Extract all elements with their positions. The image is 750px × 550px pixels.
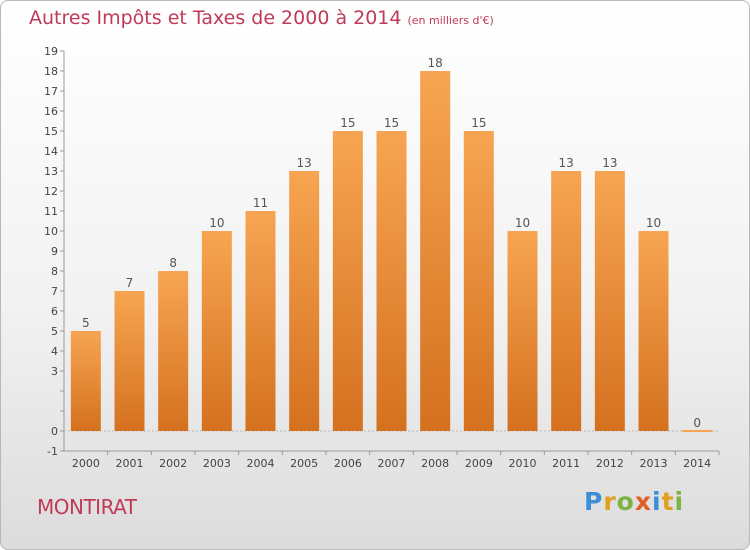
bar [551,171,582,431]
proxiti-logo[interactable]: Proxiti [584,487,684,516]
data-label: 13 [602,156,617,170]
value-labels: 5 7 8 10 11 13 15 15 18 15 10 13 13 10 0 [82,56,701,430]
y-tick-label: 19 [44,45,58,58]
x-tick-label: 2012 [596,457,624,470]
x-tick-label: 2004 [247,457,275,470]
x-tick-label: 2006 [334,457,362,470]
y-tick-label: 16 [44,105,58,118]
chart-title: Autres Impôts et Taxes de 2000 à 2014 (en… [29,7,494,29]
logo-letter: r [603,487,617,516]
bar [332,131,363,431]
bar [158,271,189,431]
y-tick-label: 0 [51,425,58,438]
bars [70,71,713,432]
x-tick-label: 2014 [683,457,711,470]
data-label: 15 [384,116,399,130]
logo-letter: i [674,487,685,516]
y-tick-label: 4 [51,345,58,358]
bar [289,171,320,431]
x-tick-label: 2002 [159,457,187,470]
x-tick-label: 2008 [421,457,449,470]
y-tick-label: 10 [44,225,58,238]
y-tick-label: 14 [44,145,58,158]
y-tick-label: 18 [44,65,58,78]
chart-title-text: Autres Impôts et Taxes de 2000 à 2014 [29,7,402,29]
x-tick-label: 2010 [509,457,537,470]
bar [463,131,494,431]
logo-letter: x [634,487,652,516]
y-tick-label: 9 [51,245,58,258]
bar [201,231,232,431]
x-tick-label: 2000 [72,457,100,470]
x-tick-label: 2011 [552,457,580,470]
place-name: MONTIRAT [37,495,137,519]
y-tick-label: 12 [44,185,58,198]
bar [245,211,276,431]
data-label: 0 [693,416,701,430]
data-label: 15 [471,116,486,130]
chart-subtitle: (en milliers d'€) [407,14,494,27]
data-label: 13 [297,156,312,170]
y-tick-label: 11 [44,205,58,218]
x-tick-label: 2005 [290,457,318,470]
data-label: 15 [340,116,355,130]
logo-letter: i [652,487,662,516]
data-label: 7 [126,276,134,290]
y-tick-label: 17 [44,85,58,98]
y-tick-label: 15 [44,125,58,138]
data-label: 5 [82,316,90,330]
bar [420,71,451,431]
bar [507,231,538,431]
bar [376,131,407,431]
bar [594,171,625,431]
data-label: 18 [428,56,443,70]
data-label: 8 [169,256,177,270]
logo-letter: o [616,487,635,516]
y-tick-label: 8 [51,265,58,278]
bar [114,291,145,431]
axes: -1 0 3 4 5 6 7 8 9 10 11 12 13 14 15 16 17 18 19 2000 2001 20… [44,45,720,470]
y-tick-label: 3 [51,365,58,378]
y-tick-label: 6 [51,305,58,318]
bar [70,331,101,431]
data-label: 10 [515,216,530,230]
x-tick-label: 2001 [116,457,144,470]
y-tick-label: 13 [44,165,58,178]
data-label: 13 [559,156,574,170]
x-tick-label: 2013 [640,457,668,470]
x-tick-label: 2009 [465,457,493,470]
x-tick-label: 2007 [378,457,406,470]
data-label: 10 [646,216,661,230]
y-tick-label: 7 [51,285,58,298]
logo-letter: t [661,487,675,516]
data-label: 10 [209,216,224,230]
y-tick-label: 5 [51,325,58,338]
bar [638,231,669,431]
y-tick-label: -1 [47,445,58,458]
logo-letter: P [584,487,604,516]
bar [682,430,713,432]
x-tick-label: 2003 [203,457,231,470]
data-label: 11 [253,196,268,210]
